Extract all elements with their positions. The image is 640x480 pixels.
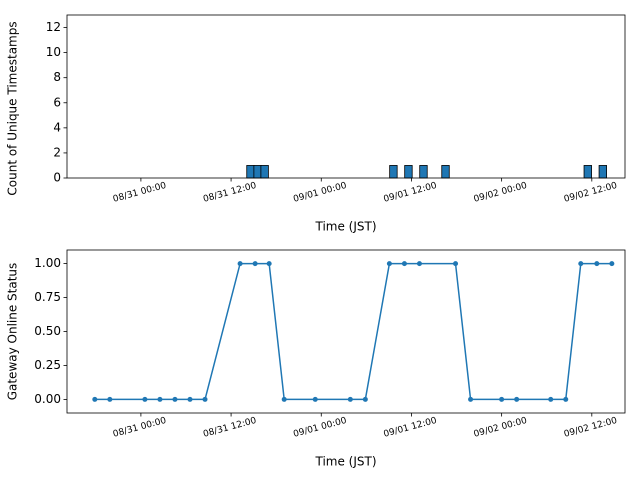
series-line [94, 262, 612, 401]
bar [419, 165, 428, 179]
point [266, 261, 272, 267]
x-tick-label: 09/01 12:00 [383, 181, 439, 205]
point [362, 396, 368, 402]
x-tick-label: 09/02 00:00 [473, 181, 529, 205]
point [386, 261, 392, 267]
x-tick-label: 09/01 00:00 [292, 416, 348, 440]
y-tick-label: 10 [46, 45, 61, 59]
subplot: 0.00 0.25 0.50 0.75 1.00 08/31 00:00 08/31 12:… [6, 249, 626, 469]
bar [404, 165, 413, 179]
subplot: 0 2 4 6 8 10 12 08/31 00:00 08/31 12:00 09/01 00:… [6, 14, 626, 234]
y-tick-label: 12 [46, 20, 61, 34]
x-axis-label: Time (JST) [314, 455, 376, 469]
axes-frame [66, 14, 626, 179]
point [609, 261, 615, 267]
point [252, 261, 258, 267]
y-tick-label: 6 [53, 95, 61, 109]
point [416, 261, 422, 267]
y-tick-label: 0.50 [34, 324, 61, 338]
point [468, 396, 474, 402]
point [347, 396, 353, 402]
bar [253, 165, 262, 179]
y-tick-label: 2 [53, 145, 61, 159]
bar [246, 165, 255, 179]
point [548, 396, 554, 402]
y-tick-label: 0.25 [34, 358, 61, 372]
point [312, 396, 318, 402]
y-axis-label: Count of Unique Timestamps [6, 21, 20, 195]
point [202, 396, 208, 402]
point [107, 396, 113, 402]
bar [598, 165, 607, 179]
x-tick-label: 08/31 00:00 [112, 416, 168, 440]
x-tick-label: 09/01 00:00 [292, 181, 348, 205]
x-tick-label: 08/31 12:00 [202, 181, 258, 205]
point [281, 396, 287, 402]
point [92, 396, 98, 402]
point [499, 396, 505, 402]
y-tick-label: 8 [53, 70, 61, 84]
axes-frame [66, 249, 626, 414]
x-tick-label: 08/31 12:00 [202, 416, 258, 440]
point [157, 396, 163, 402]
y-tick-label: 4 [53, 120, 61, 134]
y-axis-label: Gateway Online Status [6, 263, 20, 401]
point [172, 396, 178, 402]
point [594, 261, 600, 267]
x-tick-label: 09/01 12:00 [383, 416, 439, 440]
y-tick-label: 0.00 [34, 392, 61, 406]
y-tick-label: 1.00 [34, 256, 61, 270]
point [187, 396, 193, 402]
x-tick-label: 08/31 00:00 [112, 181, 168, 205]
x-tick-label: 09/02 12:00 [563, 416, 619, 440]
y-tick-label: 0 [53, 171, 61, 185]
y-tick-label: 0.75 [34, 290, 61, 304]
x-tick-label: 09/02 12:00 [563, 181, 619, 205]
point [578, 261, 584, 267]
point [237, 261, 243, 267]
point [563, 396, 569, 402]
point [401, 261, 407, 267]
point [514, 396, 520, 402]
x-axis-label: Time (JST) [314, 220, 376, 234]
bar [583, 165, 592, 179]
bar [441, 165, 450, 179]
point [142, 396, 148, 402]
bar [389, 165, 398, 179]
x-tick-label: 09/02 00:00 [473, 416, 529, 440]
point [453, 261, 459, 267]
bar [260, 165, 269, 179]
